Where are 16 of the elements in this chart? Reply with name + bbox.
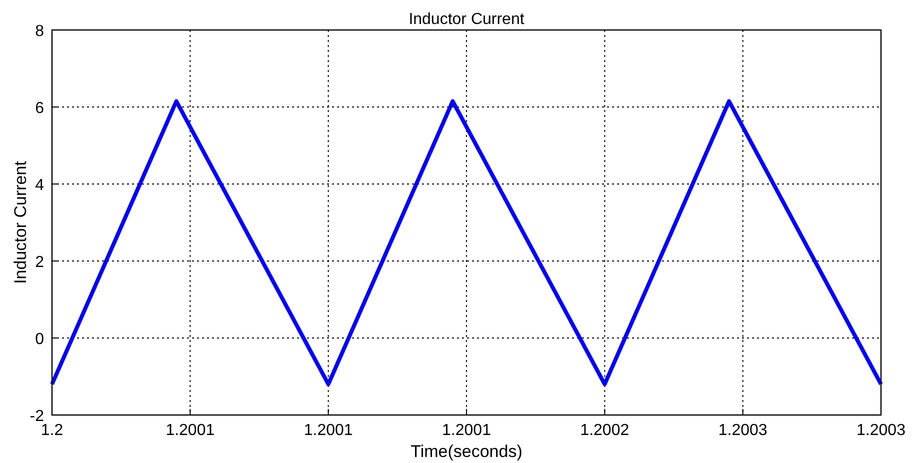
y-tick-label: 2 [35, 254, 44, 271]
x-axis-title: Time(seconds) [410, 442, 522, 461]
x-tick-label: 1.2001 [304, 422, 353, 439]
x-tick-label: 1.2002 [580, 422, 630, 439]
x-tick-label: 1.2 [40, 422, 64, 439]
y-axis-title: Inductor Current [11, 160, 30, 284]
y-tick-label: -2 [30, 408, 44, 425]
y-tick-label: 0 [35, 331, 44, 348]
x-tick-label: 1.2001 [442, 422, 492, 439]
x-tick-label: 1.2001 [166, 422, 215, 439]
y-tick-label: 4 [35, 177, 44, 194]
x-tick-label: 1.2003 [718, 422, 768, 439]
x-tick-label: 1.2003 [856, 422, 906, 439]
y-tick-label: 6 [35, 100, 44, 117]
chart-title: Inductor Current [408, 11, 525, 28]
y-tick-label: 8 [35, 23, 44, 40]
